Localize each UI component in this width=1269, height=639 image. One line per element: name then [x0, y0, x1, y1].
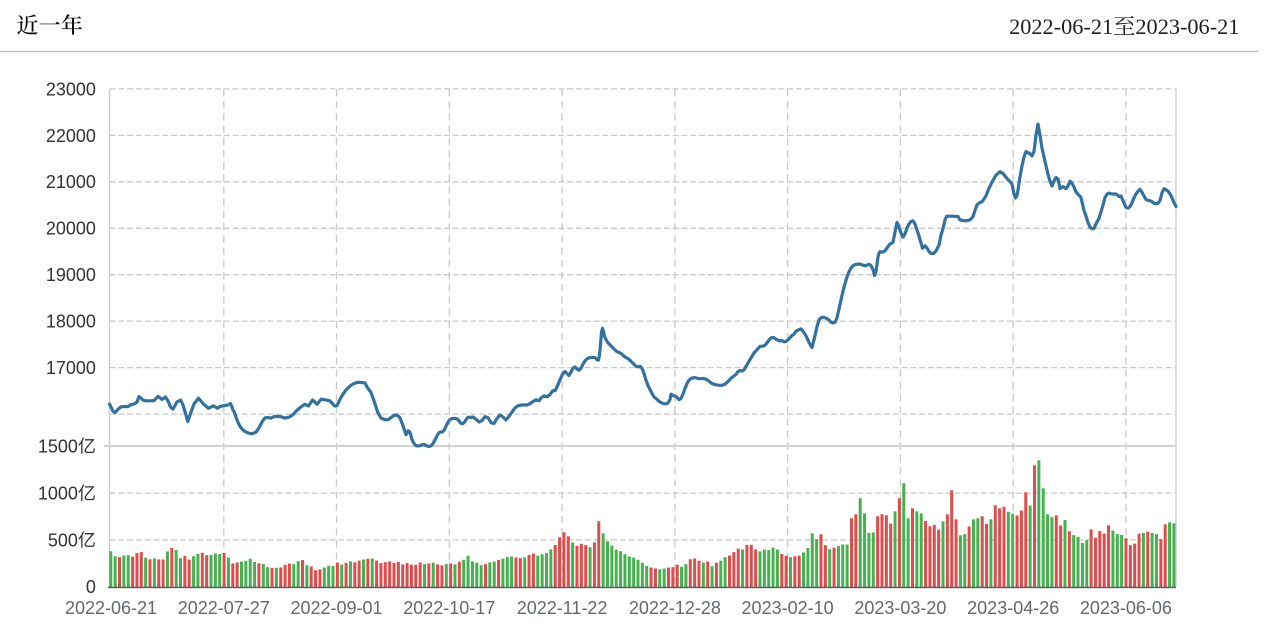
- svg-text:2023-03-20: 2023-03-20: [854, 598, 946, 618]
- svg-text:23000: 23000: [46, 79, 96, 99]
- svg-text:1500: 1500: [38, 436, 78, 456]
- svg-text:2022-09-01: 2022-09-01: [290, 598, 382, 618]
- svg-text:17000: 17000: [46, 358, 96, 378]
- svg-text:2022-07-27: 2022-07-27: [178, 598, 270, 618]
- svg-text:500: 500: [48, 530, 78, 550]
- svg-text:2022-12-28: 2022-12-28: [629, 598, 721, 618]
- svg-text:2022-10-17: 2022-10-17: [403, 598, 495, 618]
- svg-text:21000: 21000: [46, 172, 96, 192]
- svg-text:1000: 1000: [38, 484, 78, 504]
- svg-text:20000: 20000: [46, 219, 96, 239]
- svg-text:2022-06-21: 2022-06-21: [1009, 14, 1113, 39]
- svg-text:2023-04-26: 2023-04-26: [967, 598, 1059, 618]
- svg-text:2023-06-21: 2023-06-21: [1135, 14, 1239, 39]
- svg-text:19000: 19000: [46, 265, 96, 285]
- svg-text:2022-11-22: 2022-11-22: [517, 598, 608, 618]
- svg-text:22000: 22000: [46, 126, 96, 146]
- svg-text:2023-06-06: 2023-06-06: [1080, 598, 1172, 618]
- svg-text:18000: 18000: [46, 312, 96, 332]
- svg-text:2023-02-10: 2023-02-10: [742, 598, 834, 618]
- svg-text:0: 0: [86, 577, 96, 597]
- svg-text:2022-06-21: 2022-06-21: [65, 598, 157, 618]
